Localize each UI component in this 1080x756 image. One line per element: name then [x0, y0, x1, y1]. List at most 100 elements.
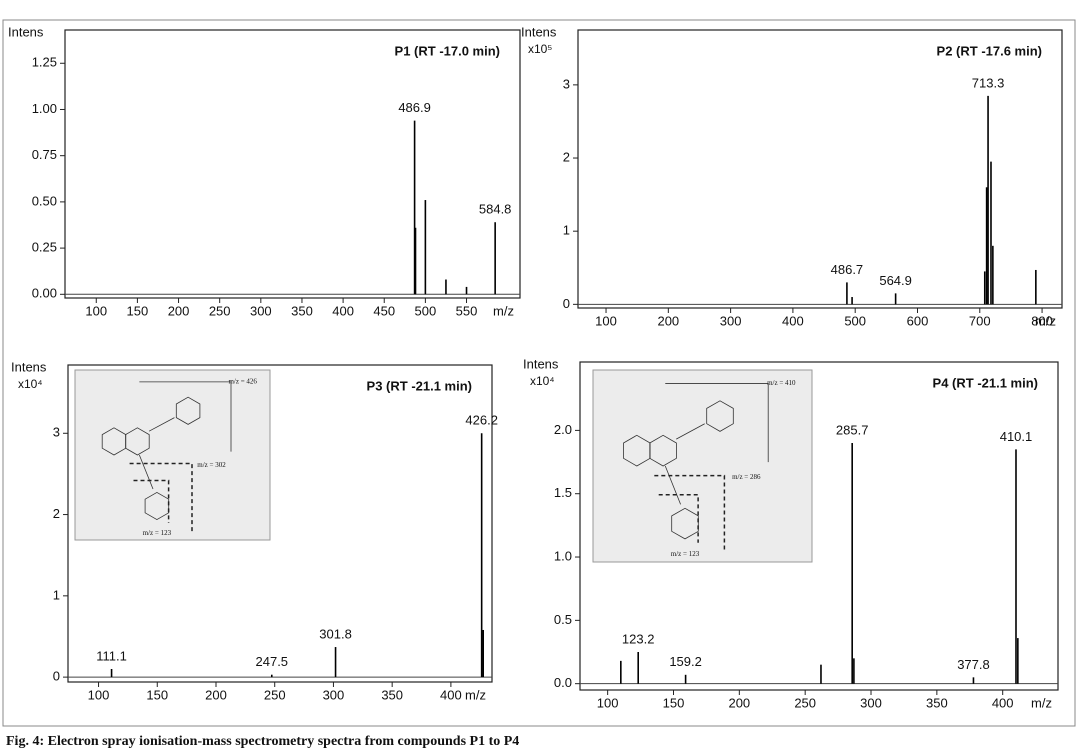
x-tick-label: 100 [595, 313, 617, 328]
y-tick-label: 0 [53, 669, 60, 684]
y-scale-label: x10⁴ [530, 374, 555, 388]
x-tick-label: 100 [85, 303, 107, 318]
peak-label: 159.2 [669, 654, 702, 669]
y-tick-label: 0.00 [32, 286, 57, 301]
ring [649, 434, 677, 467]
x-tick-label: 100 [597, 695, 619, 710]
peak-label: 713.3 [972, 75, 1005, 90]
y-tick-label: 0.75 [32, 147, 57, 162]
x-tick-label: 400 [782, 313, 804, 328]
peak-label: 301.8 [319, 626, 352, 641]
structure-inset: m/z = 426 m/z = 302 m/z = 123 [74, 369, 271, 541]
y-tick-label: 3 [563, 76, 570, 91]
x-tick-label: 500 [844, 313, 866, 328]
inset-label: m/z = 286 [732, 473, 761, 481]
y-tick-label: 0.0 [554, 675, 572, 690]
inset-label: m/z = 123 [143, 529, 172, 537]
ring [175, 396, 201, 425]
structure-inset: m/z = 410 m/z = 286 m/z = 123 [592, 369, 813, 563]
y-tick-label: 2.0 [554, 422, 572, 437]
plot-frame [577, 29, 1063, 309]
x-tick-label: 200 [205, 687, 227, 702]
x-tick-label: 400 [992, 695, 1014, 710]
y-axis-label: Intens [8, 24, 44, 39]
y-tick-label: 1 [563, 223, 570, 238]
inset-label: m/z = 426 [228, 378, 257, 386]
plot-frame [579, 361, 1059, 691]
fragment-cut [129, 462, 193, 532]
peak-label: 377.8 [957, 657, 990, 672]
x-axis-label: m/z [493, 303, 514, 318]
fragment-bracket [139, 381, 232, 452]
y-tick-label: 1.25 [32, 55, 57, 70]
x-tick-label: 250 [264, 687, 286, 702]
inset-box [74, 369, 271, 541]
bond [664, 465, 681, 505]
inset-box [592, 369, 813, 563]
x-tick-label: 500 [415, 303, 437, 318]
y-tick-label: 0.50 [32, 193, 57, 208]
y-scale-label: x10⁵ [528, 42, 552, 56]
x-tick-label: 350 [926, 695, 948, 710]
peak-label: 285.7 [836, 422, 869, 437]
peak-label: 486.7 [831, 262, 864, 277]
x-tick-label: 200 [728, 695, 750, 710]
bond [148, 417, 175, 432]
figure-border [2, 19, 1076, 727]
plot-frame [67, 364, 493, 683]
x-tick-label: 300 [860, 695, 882, 710]
y-tick-label: 0 [563, 296, 570, 311]
y-tick-label: 2 [53, 506, 60, 521]
y-tick-label: 2 [563, 149, 570, 164]
y-tick-label: 1 [53, 587, 60, 602]
x-axis-label: m/z [465, 687, 486, 702]
x-tick-label: 300 [323, 687, 345, 702]
x-tick-label: 700 [969, 313, 991, 328]
x-tick-label: 300 [720, 313, 742, 328]
y-tick-label: 1.5 [554, 485, 572, 500]
x-axis-label: m/z [1035, 313, 1056, 328]
chart-title: P4 (RT -21.1 min) [933, 375, 1038, 390]
peak-label: 584.8 [479, 202, 512, 217]
chart-title: P2 (RT -17.6 min) [937, 43, 1042, 58]
x-tick-label: 400 [440, 687, 462, 702]
fragment-cut [654, 474, 726, 553]
x-tick-label: 200 [657, 313, 679, 328]
x-tick-label: 600 [907, 313, 929, 328]
ring [671, 507, 699, 540]
inset-label: m/z = 123 [671, 550, 700, 558]
x-tick-label: 250 [209, 303, 231, 318]
x-tick-label: 200 [168, 303, 190, 318]
chart-title: P3 (RT -21.1 min) [367, 378, 472, 393]
bond [138, 454, 154, 490]
ring [706, 400, 734, 432]
peak-label: 123.2 [622, 631, 655, 646]
x-tick-label: 150 [146, 687, 168, 702]
x-tick-label: 100 [88, 687, 110, 702]
x-tick-label: 300 [250, 303, 272, 318]
x-tick-label: 450 [373, 303, 395, 318]
inset-label: m/z = 302 [197, 461, 226, 469]
fragment-cut [658, 494, 699, 543]
fragment-cut [133, 479, 170, 523]
y-tick-label: 3 [53, 425, 60, 440]
peak-label: 410.1 [1000, 429, 1033, 444]
peak-label: 564.9 [879, 273, 912, 288]
chart-title: P1 (RT -17.0 min) [395, 43, 500, 58]
ring [144, 491, 170, 521]
inset-label: m/z = 410 [767, 379, 796, 387]
peak-label: 426.2 [465, 413, 498, 428]
peak-label: 247.5 [256, 654, 289, 669]
y-axis-label: Intens [523, 356, 559, 371]
fragment-bracket [665, 383, 769, 463]
x-tick-label: 550 [456, 303, 478, 318]
x-tick-label: 150 [127, 303, 149, 318]
x-axis-label: m/z [1031, 695, 1052, 710]
y-axis-label: Intens [11, 359, 47, 374]
y-axis-label: Intens [521, 24, 557, 39]
x-tick-label: 250 [794, 695, 816, 710]
ring [125, 427, 150, 456]
y-tick-label: 1.0 [554, 548, 572, 563]
y-scale-label: x10⁴ [18, 377, 43, 391]
